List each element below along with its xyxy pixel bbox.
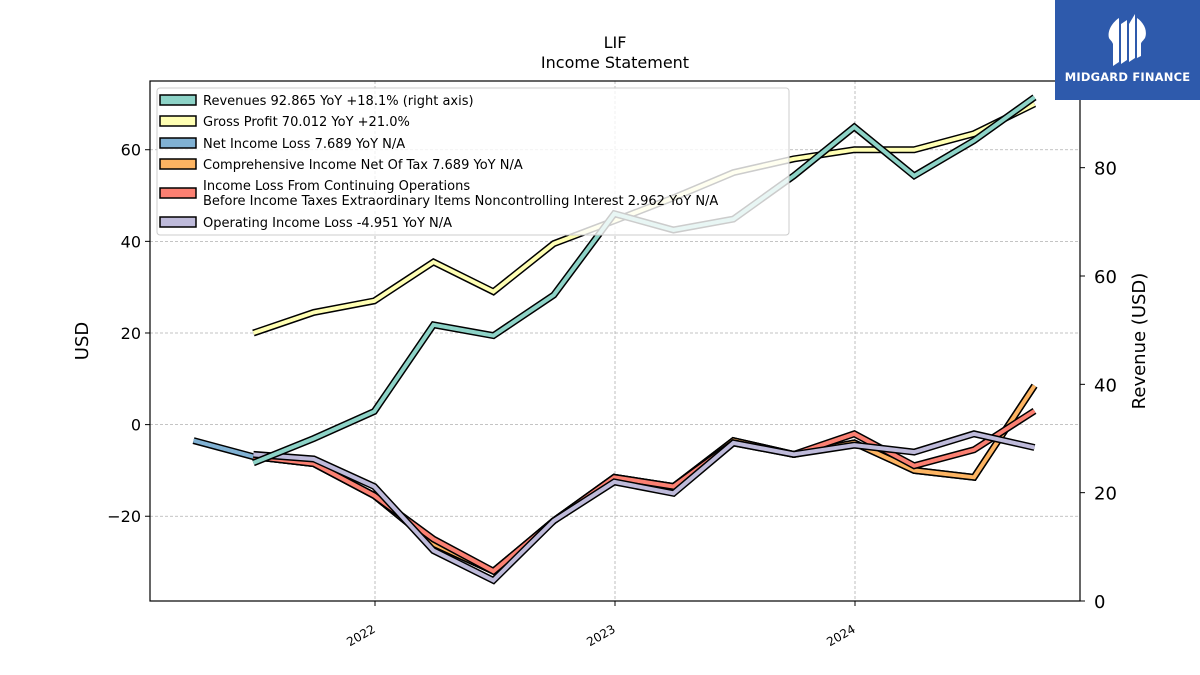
- legend-swatch: [159, 187, 197, 199]
- y-left-tick-label: −20: [107, 507, 141, 526]
- brand-name: MIDGARD FINANCE: [1064, 70, 1191, 84]
- brand-logo: MIDGARD FINANCE: [1055, 0, 1200, 100]
- legend-swatch: [159, 94, 197, 106]
- legend-label: Net Income Loss 7.689 YoY N/A: [203, 137, 405, 152]
- y-left-tick-label: 60: [121, 141, 141, 160]
- legend-label: Income Loss From Continuing Operations: [203, 179, 470, 194]
- legend-label: Comprehensive Income Net Of Tax 7.689 Yo…: [203, 158, 523, 173]
- legend: Revenues 92.865 YoY +18.1% (right axis) G…: [156, 87, 790, 236]
- y-right-tick-label: 0: [1094, 592, 1105, 613]
- series-line: [253, 431, 1035, 583]
- x-tick-label: 2023: [584, 622, 617, 649]
- midgard-logo-icon: [1108, 14, 1146, 66]
- legend-swatch: [159, 137, 197, 149]
- y-axis-right-label: Revenue (USD): [1129, 273, 1150, 410]
- y-left-tick-label: 0: [131, 416, 141, 435]
- chart-title: LIF: [603, 33, 627, 52]
- legend-label: Revenues 92.865 YoY +18.1% (right axis): [203, 94, 474, 109]
- series-outline: [253, 430, 1036, 585]
- series-line: [253, 409, 1036, 574]
- y-axis-left-label: USD: [72, 322, 93, 360]
- legend-label: Gross Profit 70.012 YoY +21.0%: [203, 115, 410, 130]
- legend-swatch: [159, 216, 197, 228]
- legend-box: [156, 87, 790, 236]
- y-right-tick-label: 80: [1094, 159, 1117, 180]
- chart-subtitle: Income Statement: [540, 53, 690, 72]
- x-tick-label: 2022: [344, 622, 377, 649]
- x-tick-label: 2024: [824, 622, 857, 649]
- y-left-tick-label: 40: [121, 232, 141, 251]
- y-left-tick-label: 20: [121, 324, 141, 343]
- axis-ticks: 2022 2023 2024 −20 0 20 40 60 0 20 40 60 80: [107, 141, 1117, 650]
- y-right-tick-label: 60: [1094, 267, 1117, 288]
- legend-swatch: [159, 158, 197, 170]
- y-right-tick-label: 20: [1094, 484, 1117, 505]
- legend-label: Operating Income Loss -4.951 YoY N/A: [203, 216, 452, 231]
- legend-label: Before Income Taxes Extraordinary Items …: [203, 194, 718, 209]
- legend-swatch: [159, 115, 197, 127]
- y-right-tick-label: 40: [1094, 375, 1117, 396]
